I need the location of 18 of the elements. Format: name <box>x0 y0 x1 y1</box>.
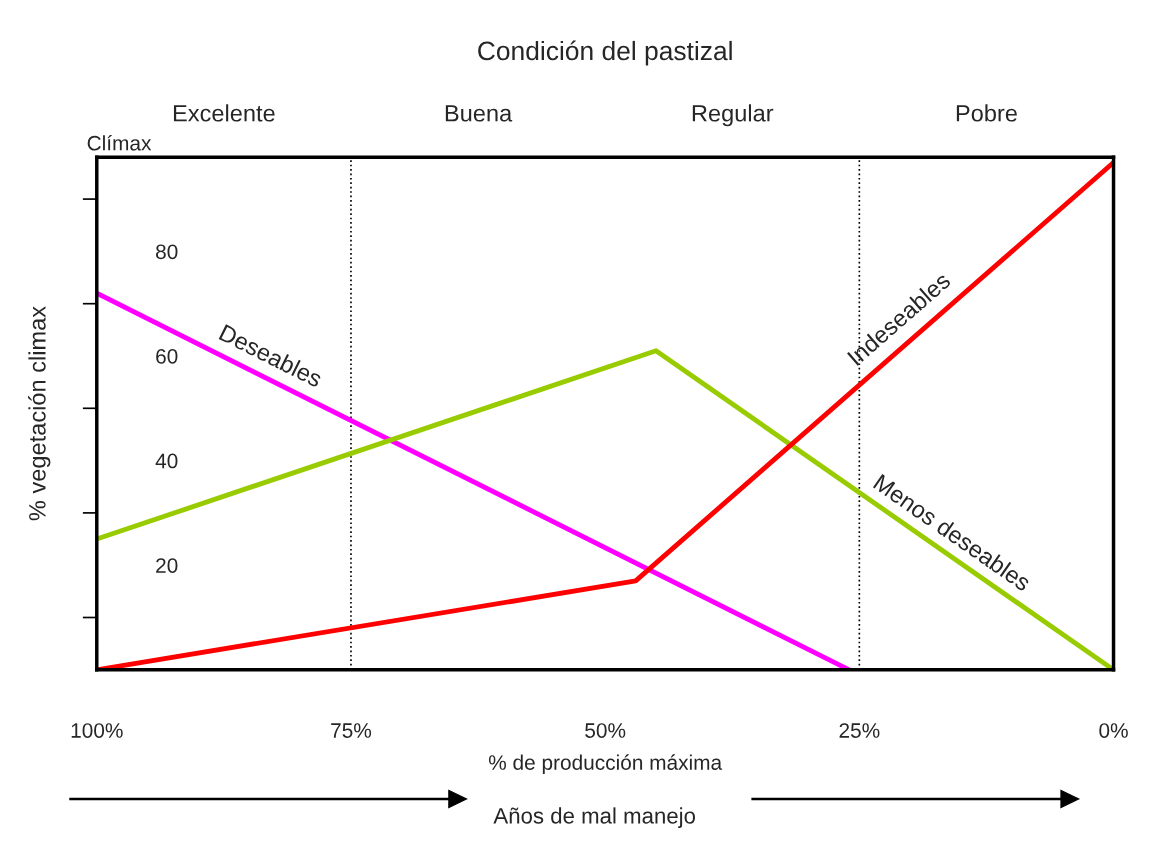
y-axis-title: % vegetación climax <box>28 306 51 521</box>
x-axis-title: % de producción máxima <box>488 754 723 775</box>
y-tick-label: 80 <box>156 244 178 260</box>
y-tick-label: 20 <box>156 558 178 573</box>
y-tick-label: 60 <box>156 349 178 364</box>
text: Regular <box>692 104 774 127</box>
text: Clímax <box>87 135 152 151</box>
x-tick-label: 25% <box>839 723 880 738</box>
text: Pobre <box>956 104 1017 122</box>
text: Años de mal manejo <box>493 807 696 829</box>
chart-title: Condición del pastizal <box>478 40 732 66</box>
y-tick-label: 40 <box>155 453 178 469</box>
x-tick-label: 0% <box>1099 723 1128 738</box>
x-tick-label: 100% <box>71 723 123 738</box>
text: Buena <box>445 105 513 122</box>
x-tick-label: 50% <box>585 723 626 738</box>
x-tick-label: 75% <box>331 723 372 738</box>
text: Excelente <box>173 104 275 122</box>
